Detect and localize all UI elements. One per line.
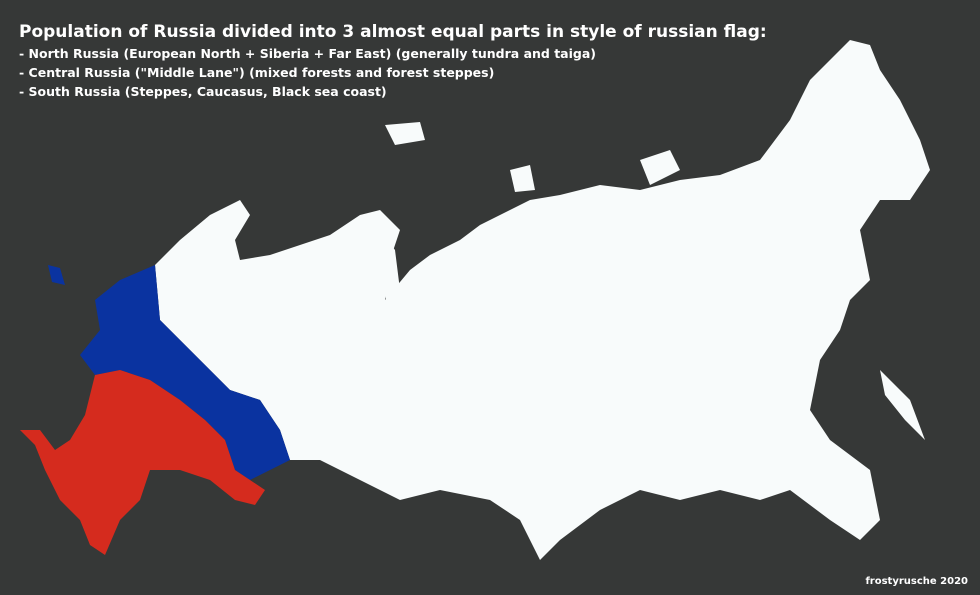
title: Population of Russia divided into 3 almo…: [19, 22, 767, 42]
central-russia: [48, 265, 290, 480]
north-russia: [155, 40, 930, 560]
south-russia: [20, 370, 265, 555]
credit: frostyrusche 2020: [865, 576, 968, 587]
legend-line: - Central Russia ("Middle Lane") (mixed …: [19, 65, 495, 80]
legend-line: - South Russia (Steppes, Caucasus, Black…: [19, 84, 387, 99]
legend-line: - North Russia (European North + Siberia…: [19, 46, 597, 61]
